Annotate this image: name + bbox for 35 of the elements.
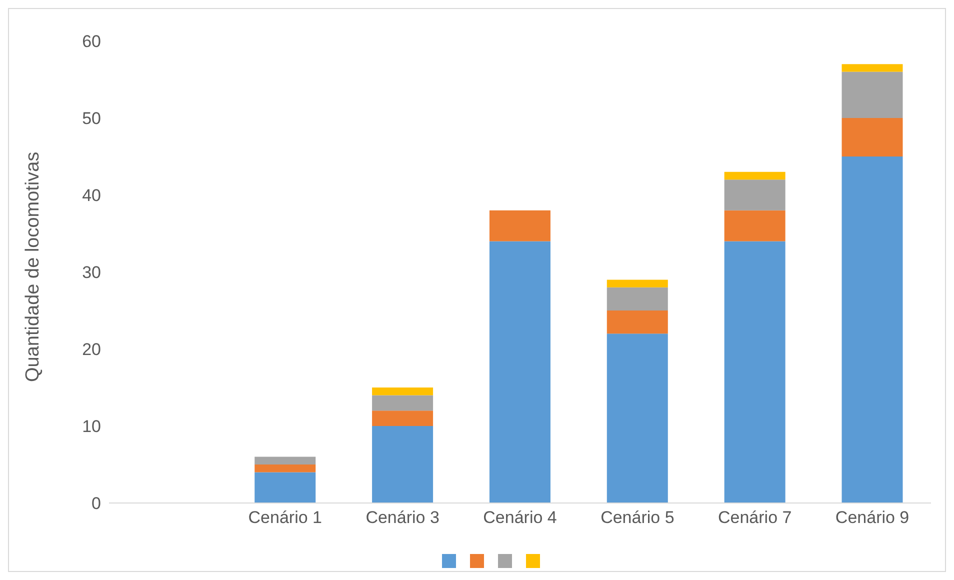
- bar: [724, 180, 786, 210]
- x-tick-label: Cenário 4: [483, 508, 557, 528]
- bar: [842, 72, 903, 118]
- bar: [606, 280, 668, 288]
- bar: [842, 64, 903, 72]
- bar: [372, 388, 434, 396]
- bar: [489, 210, 550, 242]
- x-tick-label: Cenário 7: [718, 508, 792, 528]
- bar: [606, 334, 668, 503]
- bar: [606, 287, 668, 310]
- bar: [254, 464, 316, 472]
- y-tick-label: 0: [92, 494, 101, 514]
- y-tick-label: 40: [82, 186, 101, 206]
- y-tick-label: 20: [82, 340, 101, 360]
- y-axis-title: Quantidade de locomotivas: [22, 152, 44, 382]
- bar: [724, 241, 786, 503]
- x-tick-label: Cenário 9: [835, 508, 910, 528]
- bar: [372, 410, 434, 426]
- y-tick-label: 30: [82, 263, 101, 282]
- bar: [724, 172, 786, 180]
- y-tick-label: 60: [82, 32, 101, 52]
- bar: [254, 456, 316, 464]
- bar: [842, 156, 903, 503]
- x-tick-label: Cenário 1: [248, 508, 322, 528]
- bar: [372, 395, 434, 411]
- y-tick-label: 50: [82, 109, 101, 128]
- x-tick-label: Cenário 5: [600, 508, 674, 528]
- x-tick-label: Cenário 3: [366, 508, 440, 528]
- y-tick-label: 10: [82, 417, 101, 436]
- bar: [606, 310, 668, 334]
- bar: [842, 118, 903, 156]
- bar: [254, 472, 316, 503]
- bar: [372, 426, 434, 503]
- bar: [489, 241, 550, 503]
- bar: [724, 210, 786, 242]
